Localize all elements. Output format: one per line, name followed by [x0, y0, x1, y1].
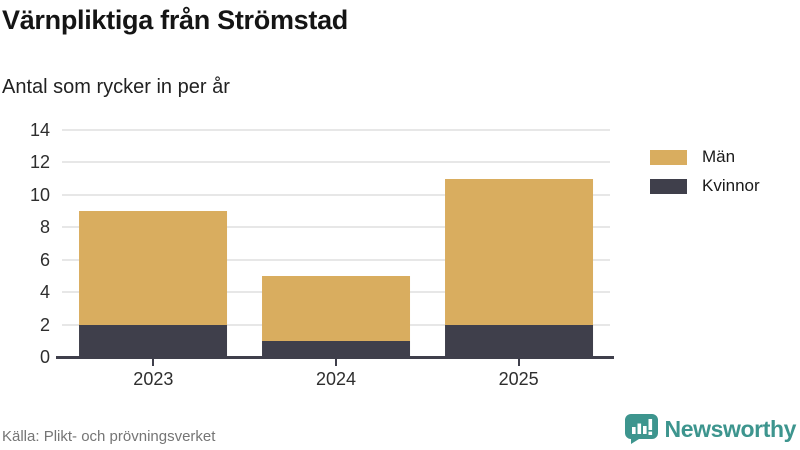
brand-name: Newsworthy	[664, 415, 797, 442]
y-tick-label: 4	[39, 282, 50, 303]
chart-title: Värnpliktiga från Strömstad	[2, 5, 348, 35]
x-tick-label: 2025	[498, 369, 539, 389]
gridline	[62, 193, 610, 196]
legend-label: Kvinnor	[702, 176, 760, 195]
bar-2023	[79, 130, 228, 357]
gridline	[62, 226, 610, 229]
x-tick-label: 2023	[133, 369, 174, 389]
x-tick	[152, 359, 155, 366]
y-tick-label: 8	[39, 217, 50, 238]
y-tick-label: 2	[39, 314, 50, 335]
legend: Män Kvinnor	[650, 147, 760, 196]
y-tick-label: 14	[29, 120, 50, 140]
y-tick-label: 0	[39, 347, 50, 367]
bar-segment-män	[262, 275, 410, 341]
bar-segment-män	[444, 178, 593, 325]
x-tick	[335, 359, 337, 366]
x-tick-label: 2024	[315, 369, 357, 389]
chart-subtitle: Antal som rycker in per år	[2, 76, 230, 98]
bar-segment-kvinnor	[262, 340, 410, 357]
gridline	[62, 129, 610, 131]
y-tick-label: 10	[29, 184, 50, 205]
source-note: Källa: Plikt- och prövningsverket	[2, 428, 216, 445]
gridline	[62, 161, 610, 164]
bar-2024	[262, 130, 410, 357]
x-tick	[517, 359, 520, 366]
newsworthy-icon	[624, 414, 658, 444]
x-axis-line	[56, 356, 614, 359]
legend-swatch	[650, 178, 687, 194]
y-tick-label: 6	[39, 249, 50, 270]
legend-item-women: Kvinnor	[650, 176, 760, 196]
bar-2025	[444, 130, 593, 357]
bar-segment-kvinnor	[79, 324, 228, 357]
y-tick-label: 12	[29, 152, 50, 173]
plot-area	[62, 129, 610, 357]
legend-item-men: Män	[650, 147, 760, 167]
gridline	[62, 258, 610, 261]
y-axis: 0 2 4 6 8 10 12 14	[0, 121, 50, 366]
legend-swatch	[650, 149, 687, 165]
bar-segment-kvinnor	[444, 324, 593, 357]
brand-logo: Newsworthy	[624, 414, 797, 444]
bar-segment-män	[79, 211, 228, 325]
x-axis: 2023 2024 2025	[62, 359, 610, 399]
legend-label: Män	[702, 147, 736, 166]
